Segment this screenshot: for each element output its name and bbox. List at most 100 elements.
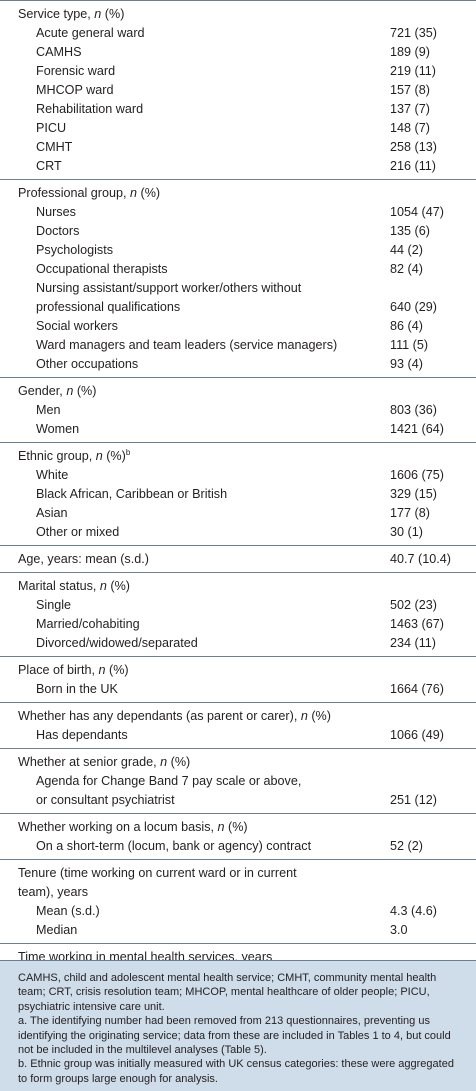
table-section: Marital status, n (%) Single 502 (23) Marri… [0, 572, 476, 657]
table-row: Mean (s.d.) 4.3 (4.6) [0, 902, 476, 921]
table-row-label: Occupational therapists [36, 262, 168, 276]
table-row: Women 1421 (64) [0, 420, 476, 439]
table-row-value: 82 (4) [390, 262, 423, 276]
table-row-label: MHCOP ward [36, 83, 114, 97]
footnote-b: b. Ethnic group was initially measured w… [18, 1058, 454, 1085]
footnote-abbreviations: CAMHS, child and adolescent mental healt… [18, 972, 437, 1013]
section-heading: Whether at senior grade, n (%) [0, 753, 476, 772]
table-section: Age, years: mean (s.d.) 40.7 (10.4) [0, 545, 476, 573]
table-row-label: CMHT [36, 140, 73, 154]
table-section: Tenure (time working on current ward or … [0, 859, 476, 944]
table-row-value: 721 (35) [390, 26, 437, 40]
table-row-label: Social workers [36, 319, 118, 333]
table-row: Rehabilitation ward 137 (7) [0, 100, 476, 119]
table-row: Nurses 1054 (47) [0, 203, 476, 222]
table-row: Psychologists 44 (2) [0, 241, 476, 260]
table-row-value: 640 (29) [390, 300, 437, 314]
table-section: Professional group, n (%) Nurses 1054 (47)… [0, 179, 476, 378]
table-row-value: 219 (11) [390, 64, 436, 78]
table-row-label: CRT [36, 159, 62, 173]
section-heading: Ethnic group, n (%)b [0, 447, 476, 466]
section-heading-line2-label: team), years [18, 885, 88, 899]
table-row: professional qualifications 640 (29) [0, 298, 476, 317]
table-row-value: 86 (4) [390, 319, 423, 333]
table-row-value: 177 (8) [390, 506, 430, 520]
table-row: Other or mixed 30 (1) [0, 523, 476, 542]
table-row: Single 502 (23) [0, 596, 476, 615]
table-row-value: 1606 (75) [390, 468, 444, 482]
section-heading-label: Whether has any dependants (as parent or… [18, 709, 331, 723]
table-row-value: 1421 (64) [390, 422, 444, 436]
table-row-label: Agenda for Change Band 7 pay scale or ab… [36, 774, 302, 788]
table-section: Whether working on a locum basis, n (%) O… [0, 813, 476, 860]
section-heading-value: 40.7 (10.4) [390, 552, 451, 566]
table-row-label: Forensic ward [36, 64, 116, 78]
table-row: CRT 216 (11) [0, 157, 476, 176]
table-row-value: 1664 (76) [390, 682, 444, 696]
section-heading: Gender, n (%) [0, 382, 476, 401]
table-row-label: On a short-term (locum, bank or agency) … [36, 839, 312, 853]
table-row: or consultant psychiatrist 251 (12) [0, 791, 476, 810]
table-row-label: professional qualifications [36, 300, 181, 314]
table-row-value: 251 (12) [390, 793, 437, 807]
table-row-label: Born in the UK [36, 682, 118, 696]
section-heading-label: Whether at senior grade, n (%) [18, 755, 191, 769]
section-heading-label: Age, years: mean (s.d.) [18, 552, 149, 566]
table-row-label: Acute general ward [36, 26, 145, 40]
section-heading: Whether has any dependants (as parent or… [0, 707, 476, 726]
section-heading: Age, years: mean (s.d.) 40.7 (10.4) [0, 550, 476, 569]
table-row: CAMHS 189 (9) [0, 43, 476, 62]
table-row-value: 30 (1) [390, 525, 423, 539]
section-heading: Service type, n (%) [0, 5, 476, 24]
table-row-value: 111 (5) [390, 338, 429, 352]
section-heading-line2: team), years [0, 883, 476, 902]
table-row: White 1606 (75) [0, 466, 476, 485]
table-footnotes: CAMHS, child and adolescent mental healt… [0, 960, 476, 1091]
table-row: Agenda for Change Band 7 pay scale or ab… [0, 772, 476, 791]
table-row-label: Doctors [36, 224, 80, 238]
table-section: Ethnic group, n (%)b White 1606 (75) Black … [0, 442, 476, 546]
table-row: Forensic ward 219 (11) [0, 62, 476, 81]
table-row: Born in the UK 1664 (76) [0, 680, 476, 699]
table-section: Service type, n (%) Acute general ward 721… [0, 0, 476, 180]
table-row-value: 52 (2) [390, 839, 423, 853]
footnote-a: a. The identifying number had been remov… [18, 1015, 451, 1057]
table-section: Whether at senior grade, n (%) Agenda for… [0, 748, 476, 814]
section-heading-label: Place of birth, n (%) [18, 663, 129, 677]
table-row-label: PICU [36, 121, 67, 135]
table-row-label: Rehabilitation ward [36, 102, 144, 116]
table-row-value: 1054 (47) [390, 205, 444, 219]
section-heading-label: Marital status, n (%) [18, 579, 130, 593]
table-row-value: 4.3 (4.6) [390, 904, 437, 918]
table-row: CMHT 258 (13) [0, 138, 476, 157]
table-row: Median 3.0 [0, 921, 476, 940]
table-row-label: Nursing assistant/support worker/others … [36, 281, 302, 295]
table-row-label: or consultant psychiatrist [36, 793, 175, 807]
table-row: PICU 148 (7) [0, 119, 476, 138]
table-row-value: 216 (11) [390, 159, 436, 173]
section-heading-label: Whether working on a locum basis, n (%) [18, 820, 248, 834]
section-heading-label: Tenure (time working on current ward or … [18, 866, 297, 880]
table-row-value: 135 (6) [390, 224, 430, 238]
table-row-label: Women [36, 422, 80, 436]
table-row-value: 93 (4) [390, 357, 423, 371]
table-row: Has dependants 1066 (49) [0, 726, 476, 745]
table-row: Other occupations 93 (4) [0, 355, 476, 374]
table-row: Asian 177 (8) [0, 504, 476, 523]
table-row-label: Has dependants [36, 728, 128, 742]
table-row: On a short-term (locum, bank or agency) … [0, 837, 476, 856]
table-row-label: White [36, 468, 69, 482]
table-row-value: 157 (8) [390, 83, 430, 97]
table-row-value: 329 (15) [390, 487, 437, 501]
table-row: Married/cohabiting 1463 (67) [0, 615, 476, 634]
table-section: Gender, n (%) Men 803 (36) Women 1421 (64) [0, 377, 476, 443]
table-row-label: Asian [36, 506, 68, 520]
table-row-label: Black African, Caribbean or British [36, 487, 228, 501]
section-heading-label: Gender, n (%) [18, 384, 97, 398]
table-row: Divorced/widowed/separated 234 (11) [0, 634, 476, 653]
table-row-label: Married/cohabiting [36, 617, 140, 631]
section-heading: Whether working on a locum basis, n (%) [0, 818, 476, 837]
table-row-label: Median [36, 923, 78, 937]
section-heading-label: Service type, n (%) [18, 7, 125, 21]
table-row-label: CAMHS [36, 45, 82, 59]
